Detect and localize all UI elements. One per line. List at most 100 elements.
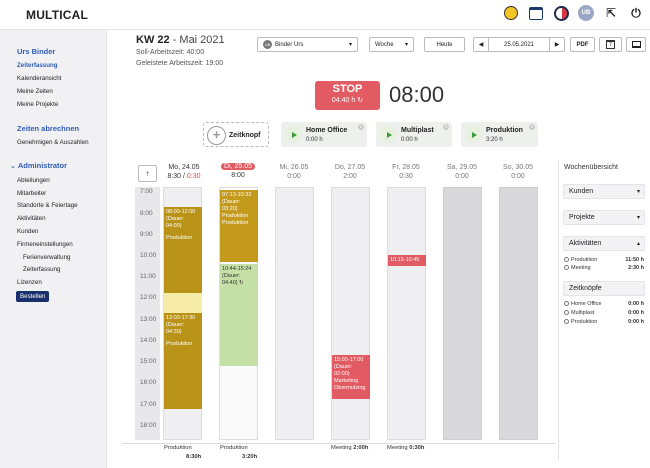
sidebar <box>0 30 107 468</box>
day-header-do[interactable]: Do, 27.05 2:00 <box>334 164 366 180</box>
calendar-gap <box>164 293 202 313</box>
zeitknopf-home-office[interactable]: Home Office 0:00 h ✕ <box>281 122 367 147</box>
sidebar-item-meine-zeiten[interactable]: Meine Zeiten <box>17 88 53 95</box>
clock-icon <box>564 319 569 324</box>
timer-icon[interactable] <box>553 5 569 21</box>
screen-icon <box>631 41 641 48</box>
close-icon[interactable]: ✕ <box>443 124 449 130</box>
aktivitaet-row: Produktion 11:50 h <box>564 257 644 263</box>
refresh-icon: ↻ <box>239 279 244 286</box>
sidebar-item-genehmigen[interactable]: Genehmigen & Auszahlen <box>17 139 89 146</box>
logout-icon[interactable]: ⏻ <box>631 6 641 20</box>
calendar-icon[interactable] <box>528 5 544 21</box>
weekly-overview-title: Wochenübersicht <box>564 164 618 171</box>
day-column-mi[interactable] <box>275 187 314 440</box>
sidebar-item-zeiterfassung-sub[interactable]: Zeiterfassung <box>23 266 61 273</box>
today-button[interactable]: Heute <box>424 37 465 52</box>
weekly-overview-panel <box>558 160 650 460</box>
day-column-do[interactable] <box>331 187 370 440</box>
time-label: 10:00 <box>140 252 157 259</box>
refresh-icon: ↻ <box>357 97 364 104</box>
sidebar-section-zeiten-abrechnen[interactable]: Zeiten abrechnen <box>17 124 80 133</box>
chevron-down-icon: ▾ <box>348 42 352 48</box>
zeitknopf-row: Home Office 0:00 h <box>564 301 644 307</box>
day-summary-di: Produktion <box>220 445 248 451</box>
geleistete-arbeitszeit: Geleistete Arbeitszeit: 19:00 <box>136 60 224 67</box>
day-column-so[interactable] <box>499 187 538 440</box>
day-header-so[interactable]: So, 30.05 0:00 <box>503 164 533 180</box>
day-summary-fr: Meeting 0:30h <box>387 445 425 451</box>
app-logo[interactable]: MULTICAL <box>26 8 89 22</box>
sidebar-item-standorte[interactable]: Standorte & Feiertage <box>17 202 78 209</box>
time-label: 8:00 <box>140 210 153 217</box>
new-zeitknopf-button[interactable]: + Zeitknopf <box>203 122 269 147</box>
day-header-mi[interactable]: Mi, 26.05 0:00 <box>279 164 309 180</box>
day-header-di[interactable]: Di, 25.05 8:00 <box>214 163 262 179</box>
day-column-fr[interactable] <box>387 187 426 440</box>
share-icon[interactable]: ⇱ <box>605 6 617 20</box>
projekte-dropdown[interactable]: Projekte ▾ <box>563 210 645 225</box>
time-label: 12:00 <box>140 294 157 301</box>
prev-week-button[interactable]: ◀ <box>474 38 489 51</box>
sidebar-item-ferienverwaltung[interactable]: Ferienverwaltung <box>23 254 71 261</box>
sidebar-item-aktivitaeten[interactable]: Aktivitäten <box>17 215 46 222</box>
user-select[interactable]: UB Binder Urs ▾ <box>257 37 358 52</box>
day-header-fr[interactable]: Fr, 28.05 0:30 <box>392 164 420 180</box>
next-week-button[interactable]: ▶ <box>549 38 564 51</box>
bestellen-button[interactable]: Bestellen <box>16 291 50 302</box>
close-icon[interactable]: ✕ <box>529 124 535 130</box>
scroll-up-button[interactable]: ↑ <box>138 165 157 182</box>
kunden-dropdown[interactable]: Kunden ▾ <box>563 184 645 199</box>
aktivitaeten-dropdown[interactable]: Aktivitäten ▴ <box>563 236 645 251</box>
time-label: 15:00 <box>140 358 157 365</box>
day-column-sa[interactable] <box>443 187 482 440</box>
zeitknopf-row: Produktion 0:00 h <box>564 319 644 325</box>
date-navigator: ◀ 25.05.2021 ▶ <box>473 37 565 52</box>
user-dot: UB <box>263 40 272 49</box>
chevron-down-icon: ⌄ <box>10 163 16 170</box>
time-column <box>135 187 160 440</box>
stop-button[interactable]: STOP 04:40 h ↻ <box>315 81 380 110</box>
calendar-view-button[interactable]: 7 <box>599 37 622 52</box>
zeitknoepfe-dropdown[interactable]: Zeitknöpfe <box>563 281 645 296</box>
day-header-sa[interactable]: Sa, 29.05 0:00 <box>447 164 477 180</box>
clock-icon <box>564 265 569 270</box>
calendar-event[interactable]: 10:15-10:45 <box>388 255 426 266</box>
pdf-button[interactable]: PDF <box>570 37 595 52</box>
play-icon <box>465 126 482 143</box>
sidebar-item-zeiterfassung[interactable]: Zeiterfassung <box>17 62 58 69</box>
day-header-mo[interactable]: Mo, 24.05 8:30 / 0:30 <box>167 164 201 180</box>
sun-icon[interactable] <box>503 5 519 21</box>
time-label: 7:00 <box>140 188 153 195</box>
sidebar-item-kunden[interactable]: Kunden <box>17 228 39 235</box>
day-summary-do: Meeting 2:00h <box>331 445 369 451</box>
time-label: 11:00 <box>140 273 156 280</box>
date-display[interactable]: 25.05.2021 <box>503 41 535 48</box>
avatar[interactable]: UB <box>578 5 594 21</box>
day-summary-mo-value: 8:30h <box>186 454 202 460</box>
sidebar-item-mitarbeiter[interactable]: Mitarbeiter <box>17 190 47 197</box>
zeitknopf-produktion[interactable]: Produktion 3:20 h ✕ <box>461 122 538 147</box>
clock-icon <box>564 257 569 262</box>
sidebar-item-lizenzen[interactable]: Lizenzen <box>17 279 42 286</box>
sidebar-item-kalenderansicht[interactable]: Kalenderansicht <box>17 75 62 82</box>
chevron-down-icon: ▴ <box>636 241 640 247</box>
clock-icon <box>564 301 569 306</box>
time-label: 13:00 <box>140 316 157 323</box>
page-title: KW 22 - Mai 2021 <box>136 34 225 46</box>
calendar-event-running[interactable]: 10:44-15:24 (Dauer: 04:40) ↻ <box>220 264 258 366</box>
sidebar-item-abteilungen[interactable]: Abteilungen <box>17 177 50 184</box>
calendar-event[interactable]: 15:00-17:00 (Dauer: 02:00) Marketing Obermut… <box>332 355 370 399</box>
sidebar-section-administrator[interactable]: ⌄ Administrator <box>10 161 68 170</box>
view-select[interactable]: Woche ▾ <box>369 37 414 52</box>
sidebar-item-meine-projekte[interactable]: Meine Projekte <box>17 101 59 108</box>
calendar-event[interactable]: 13:00-17:30 (Dauer: 04:30) Produktion <box>164 313 202 409</box>
zeitknopf-multiplast[interactable]: Multiplast 0:00 h ✕ <box>376 122 452 147</box>
soll-arbeitszeit: Soll-Arbeitszeit: 40:00 <box>136 49 205 56</box>
calendar-event[interactable]: 07:13-10:33 (Dauer: 03:20) Produktion Produk… <box>220 190 258 262</box>
play-icon <box>380 126 397 143</box>
close-icon[interactable]: ✕ <box>358 124 364 130</box>
sidebar-item-firmeneinstellungen[interactable]: Firmeneinstellungen <box>17 241 73 248</box>
calendar-event[interactable]: 08:00-12:00 (Dauer: 04:00) Produktion <box>164 207 202 293</box>
fullscreen-button[interactable] <box>626 37 646 52</box>
